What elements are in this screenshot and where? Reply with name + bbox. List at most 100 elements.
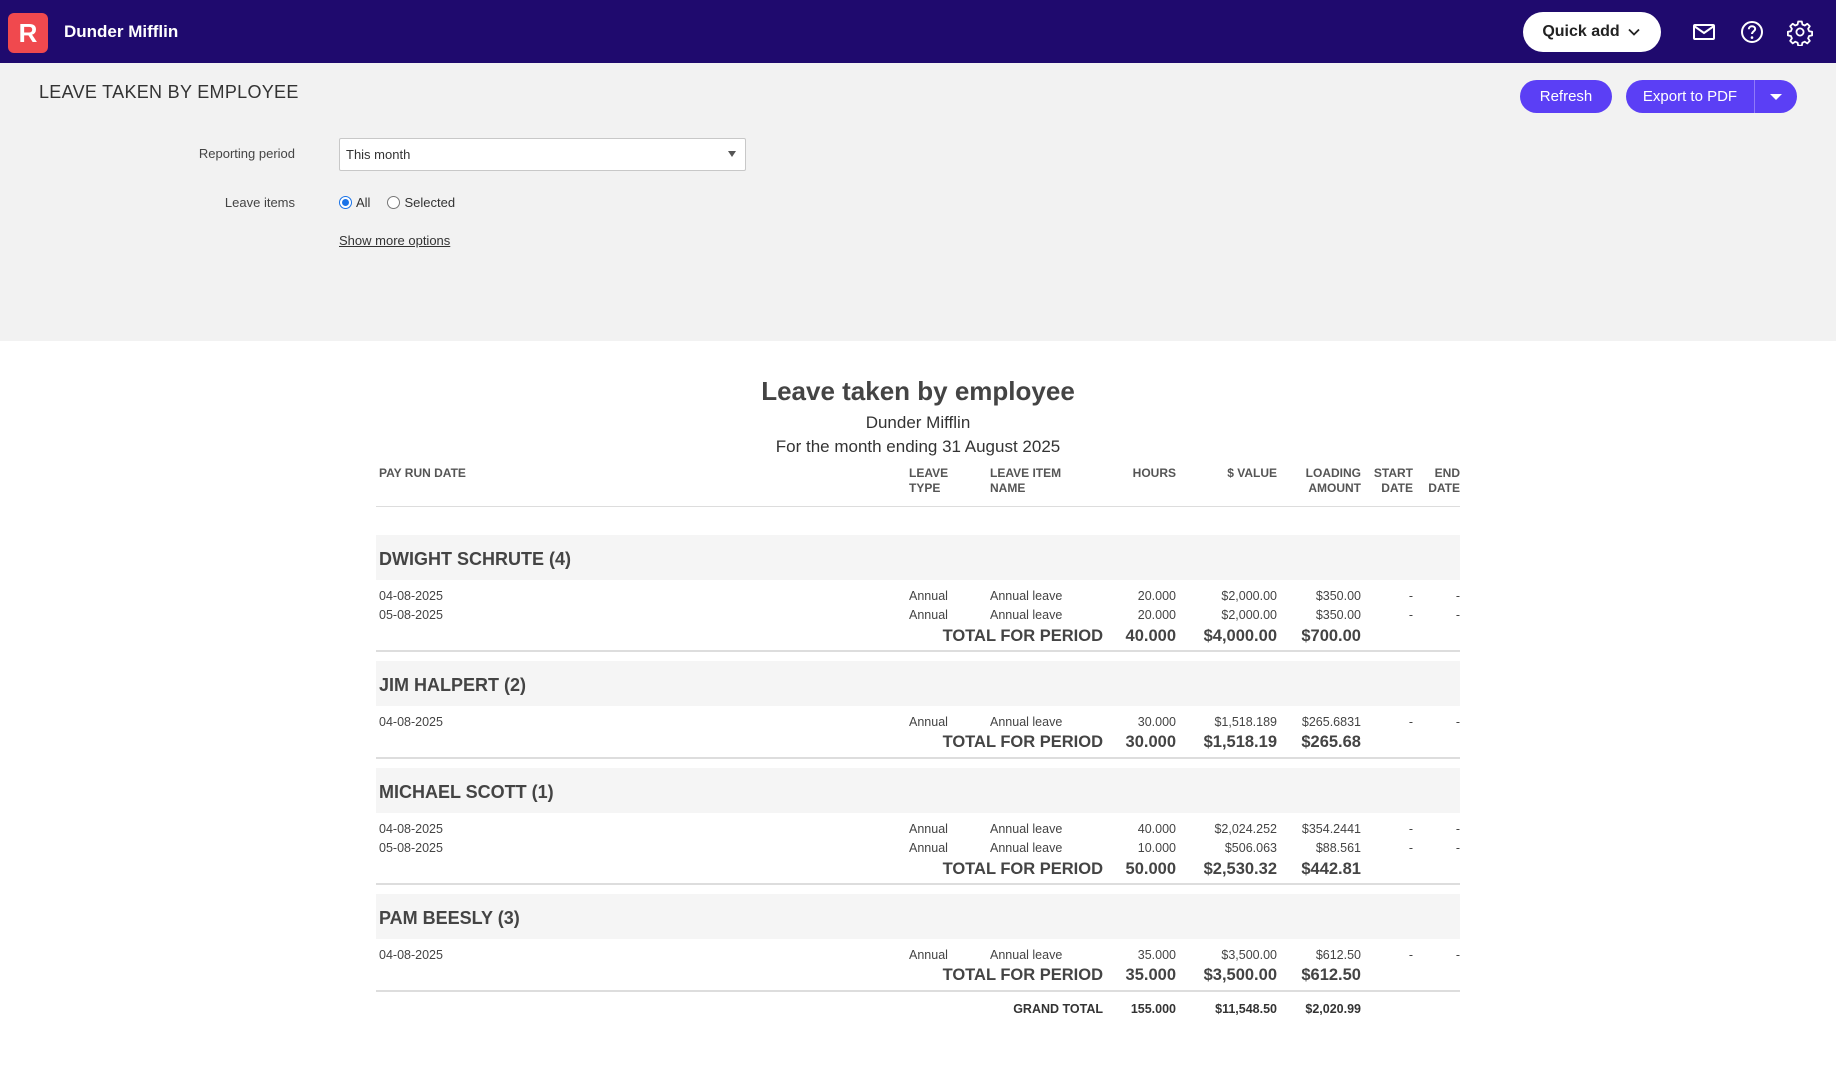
row-value: $2,000.00 [1221,608,1277,622]
employee-name: DWIGHT SCHRUTE (4) [379,549,571,569]
group-band [376,768,1460,813]
col-leave-type-line1: LEAVE [909,466,949,480]
gear-icon[interactable] [1786,18,1814,46]
grand-total-loading: $2,020.99 [1305,1002,1361,1016]
total-label: TOTAL FOR PERIOD [942,966,1103,984]
employee-name: MICHAEL SCOTT (1) [379,782,554,802]
total-label: TOTAL FOR PERIOD [942,860,1103,878]
row-date: 04-08-2025 [379,948,443,962]
row-loading: $612.50 [1315,948,1361,962]
report-period: For the month ending 31 August 2025 [775,437,1061,456]
leave-items-label: Leave items [224,195,295,210]
total-value: $3,500.00 [1203,966,1277,984]
refresh-button[interactable]: Refresh [1520,80,1612,113]
row-hours: 10.000 [1137,841,1176,855]
quick-add-button[interactable]: Quick add [1523,12,1661,52]
row-leave-type: Annual [909,841,948,855]
row-leave-item: Annual leave [990,589,1063,603]
col-start-line1: START [1373,466,1413,480]
col-value: $ VALUE [1227,466,1277,480]
quick-add-label: Quick add [1542,23,1620,40]
row-loading: $350.00 [1315,589,1361,603]
total-loading: $442.81 [1301,860,1361,878]
row-leave-type: Annual [909,948,948,962]
col-leave-item-line1: LEAVE ITEM [990,466,1062,480]
header-divider [376,506,1460,507]
page-title: LEAVE TAKEN BY EMPLOYEE [39,82,299,102]
group-divider [376,650,1460,652]
row-date: 04-08-2025 [379,589,443,603]
total-hours: 40.000 [1125,627,1176,645]
company-name[interactable]: Dunder Mifflin [64,22,179,41]
row-end-date: - [1455,822,1460,836]
col-leave-type-line2: TYPE [909,481,941,495]
row-date: 05-08-2025 [379,608,443,622]
employee-name: PAM BEESLY (3) [379,908,520,928]
row-leave-type: Annual [909,822,948,836]
row-start-date: - [1408,948,1413,962]
col-leave-item-name: LEAVE ITEM NAME [990,466,1061,496]
employee-name: JIM HALPERT (2) [379,675,527,695]
row-start-date: - [1408,715,1413,729]
row-end-date: - [1455,608,1460,622]
row-date: 04-08-2025 [379,822,443,836]
row-hours: 35.000 [1137,948,1176,962]
row-loading: $350.00 [1315,608,1361,622]
row-hours: 30.000 [1137,715,1176,729]
show-more-options-link[interactable]: Show more options [339,233,451,248]
radio-all[interactable] [339,196,352,209]
group-divider [376,757,1460,759]
report-title: Leave taken by employee [761,376,1075,406]
row-leave-type: Annual [909,715,948,729]
reporting-period-select[interactable]: This month [339,138,746,171]
dropdown-arrow-icon [728,151,736,157]
reporting-period-value: This month [346,147,411,162]
mail-icon[interactable] [1690,18,1718,46]
radio-selected[interactable] [387,196,401,209]
leave-items-radio-group: All Selected [339,195,472,210]
total-loading: $612.50 [1301,966,1361,984]
group-divider [376,990,1460,992]
row-end-date: - [1455,948,1460,962]
grand-total-hours: 155.000 [1130,1002,1176,1016]
col-start-date: START DATE [1361,466,1413,496]
radio-selected-label[interactable]: Selected [404,195,456,210]
row-hours: 20.000 [1137,608,1176,622]
row-value: $3,500.00 [1221,948,1277,962]
app-logo[interactable]: R [8,13,48,53]
row-end-date: - [1455,589,1460,603]
col-leave-item-line2: NAME [990,481,1026,495]
total-hours: 50.000 [1125,860,1176,878]
row-start-date: - [1408,589,1413,603]
row-end-date: - [1455,715,1460,729]
row-value: $506.063 [1224,841,1277,855]
total-hours: 30.000 [1125,733,1176,751]
reporting-period-label: Reporting period [198,146,295,161]
export-options-dropdown[interactable] [1755,80,1797,113]
radio-all-label[interactable]: All [356,195,371,210]
grand-total-value: $11,548.50 [1215,1002,1277,1016]
row-date: 04-08-2025 [379,715,443,729]
total-value: $2,530.32 [1203,860,1277,878]
total-label: TOTAL FOR PERIOD [942,627,1103,645]
export-button-group: Export to PDF [1626,80,1797,113]
row-hours: 40.000 [1137,822,1176,836]
total-label: TOTAL FOR PERIOD [942,733,1103,751]
total-value: $1,518.19 [1203,733,1277,751]
row-leave-item: Annual leave [990,822,1063,836]
col-leave-type: LEAVE TYPE [909,466,948,496]
report-company: Dunder Mifflin [865,413,971,432]
col-end-line2: DATE [1428,481,1460,495]
row-end-date: - [1455,841,1460,855]
col-start-line2: DATE [1381,481,1413,495]
row-loading: $265.6831 [1301,715,1361,729]
export-pdf-button[interactable]: Export to PDF [1626,80,1755,113]
help-icon[interactable] [1738,18,1766,46]
row-leave-type: Annual [909,589,948,603]
row-start-date: - [1408,608,1413,622]
row-loading: $354.2441 [1301,822,1361,836]
row-leave-type: Annual [909,608,948,622]
row-value: $2,000.00 [1221,589,1277,603]
group-band [376,894,1460,939]
group-divider [376,883,1460,885]
